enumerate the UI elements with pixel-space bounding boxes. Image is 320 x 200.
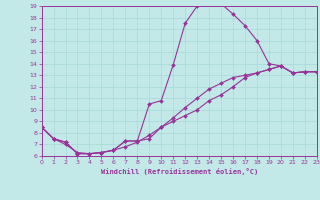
X-axis label: Windchill (Refroidissement éolien,°C): Windchill (Refroidissement éolien,°C) [100, 168, 258, 175]
